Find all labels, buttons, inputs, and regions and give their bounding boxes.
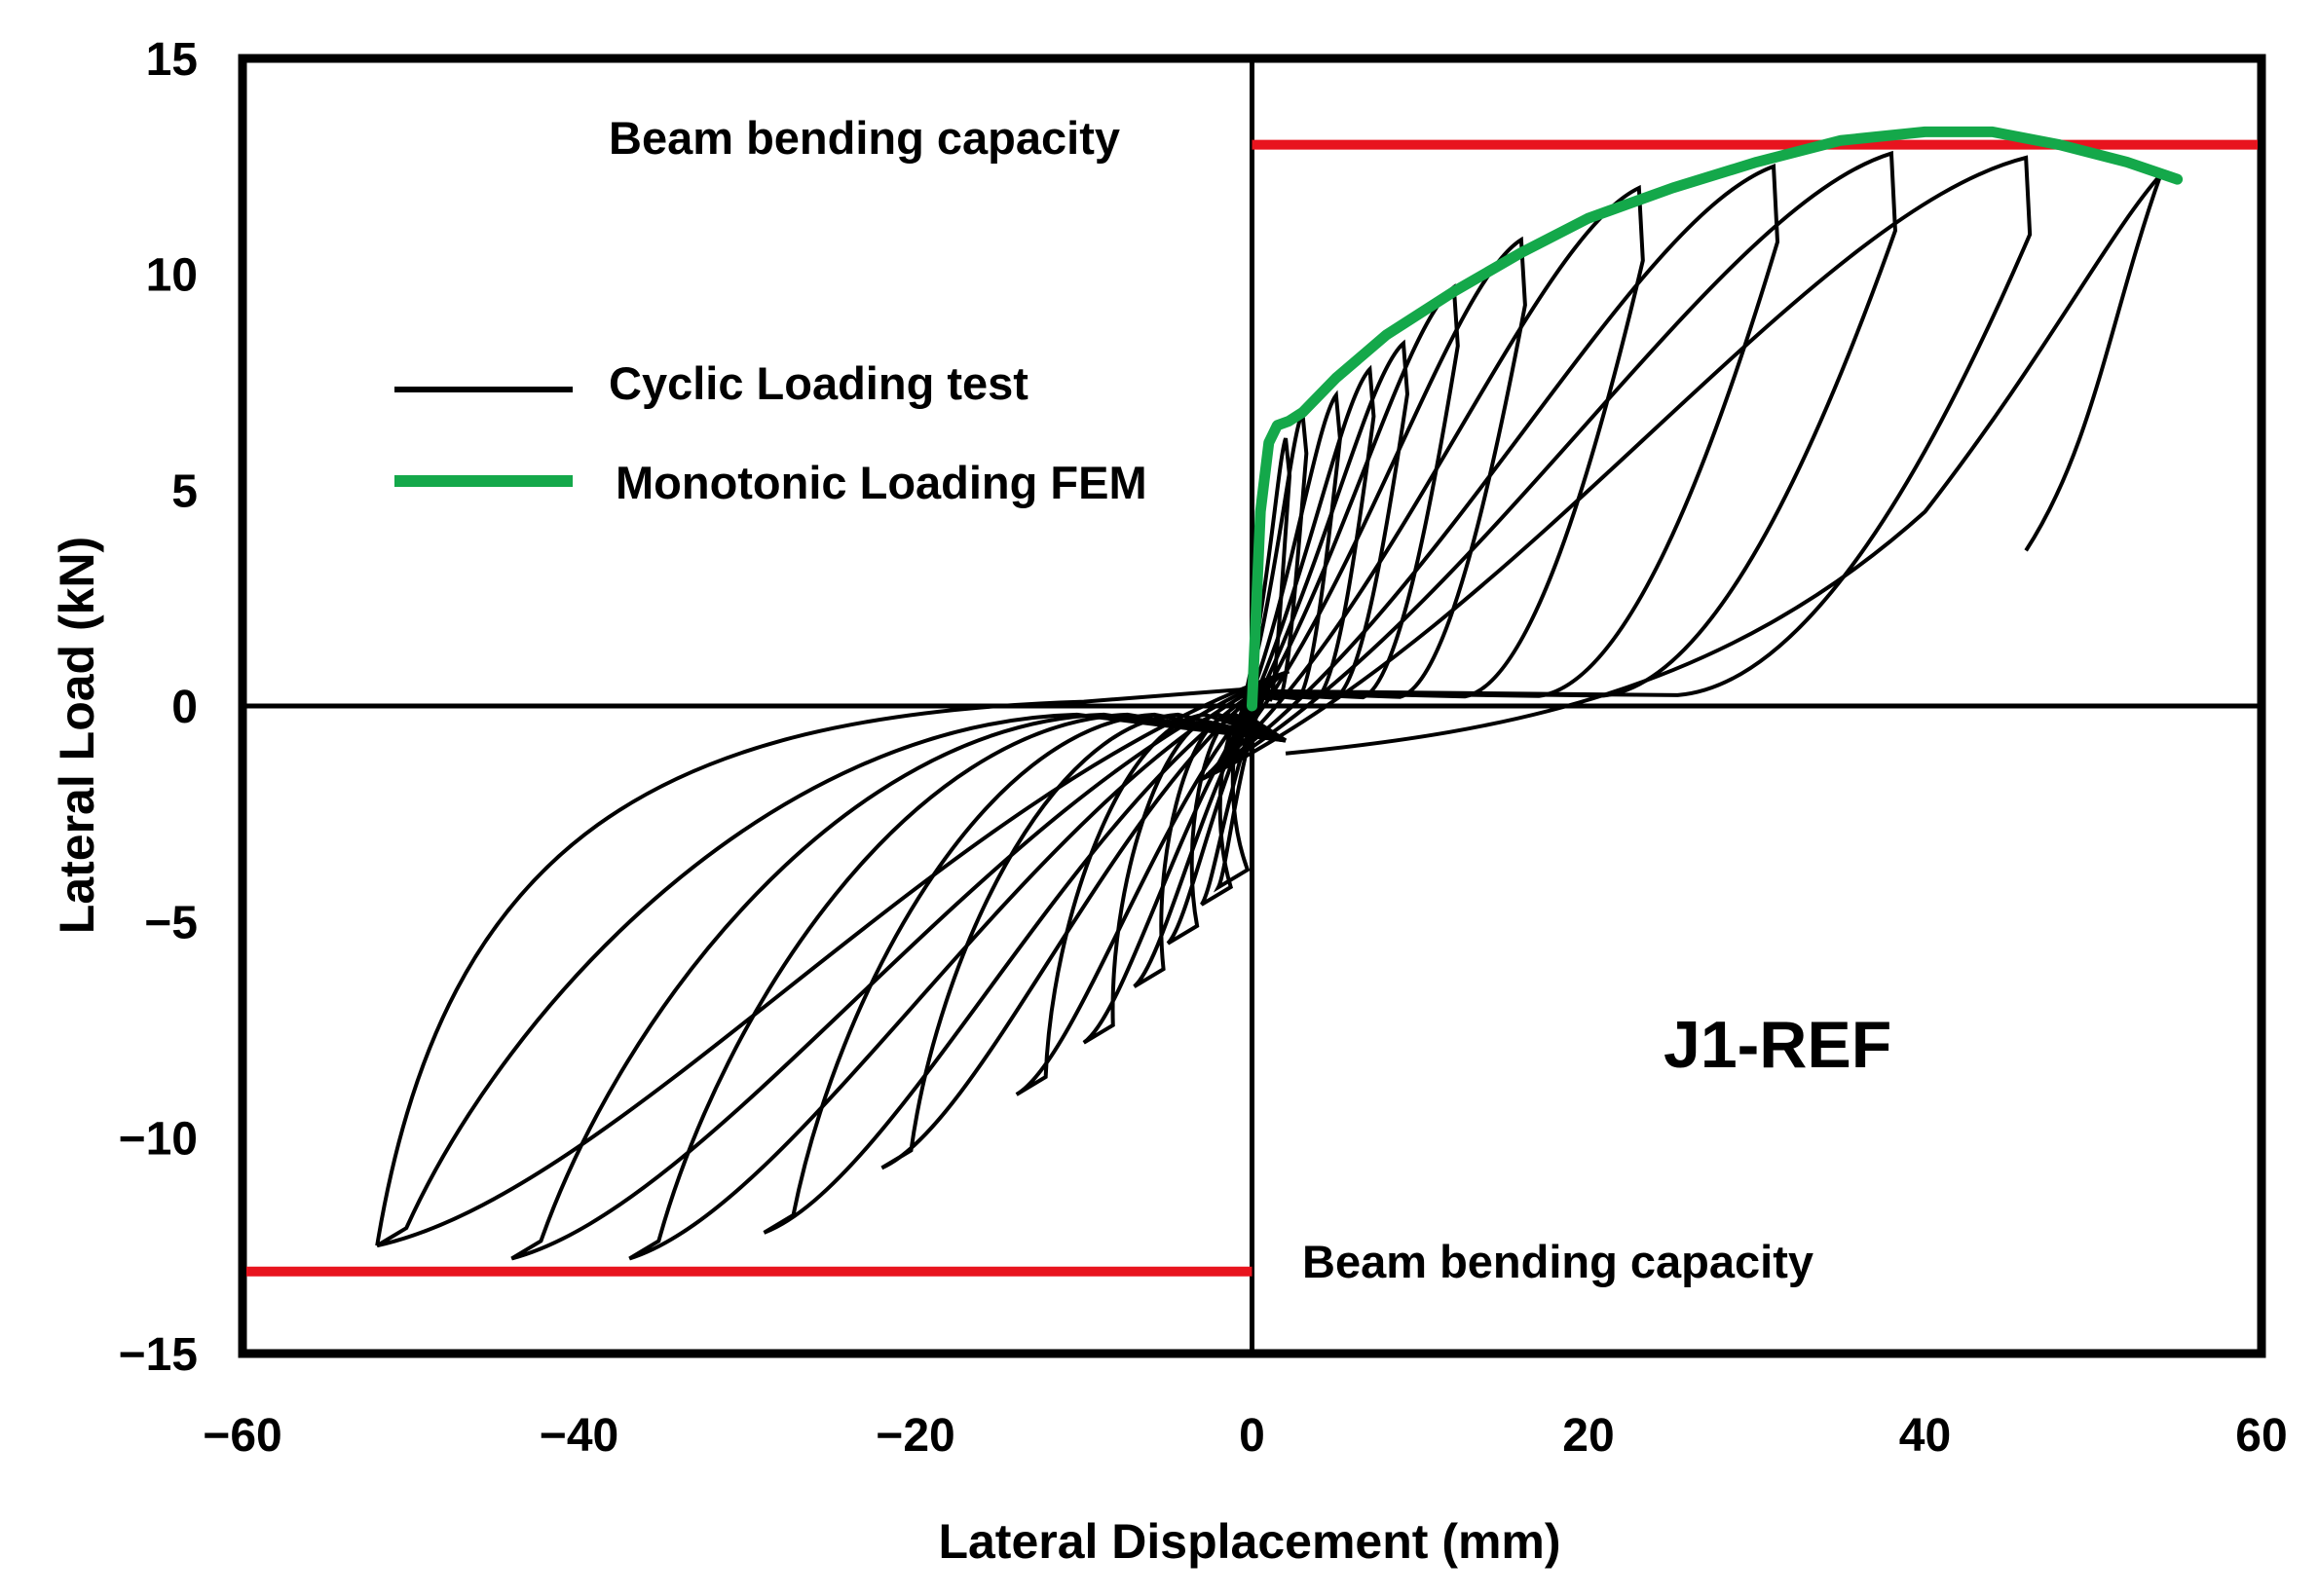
x-tick-label: −40 xyxy=(540,1410,618,1462)
y-tick-label: −10 xyxy=(119,1113,198,1165)
legend-label-cyclic: Cyclic Loading test xyxy=(609,357,1028,409)
cyclic-loops xyxy=(375,150,2163,1261)
cyclic-final-unload xyxy=(2024,174,2163,552)
cyclic-loop-negative xyxy=(763,672,1287,1235)
cyclic-loop-negative xyxy=(1082,675,1287,1045)
capacity-label-top: Beam bending capacity xyxy=(609,112,1120,164)
cyclic-loop-positive xyxy=(1200,155,2033,782)
cyclic-loop-positive xyxy=(1205,164,1780,777)
x-tick-label: 0 xyxy=(1239,1410,1265,1462)
y-tick-labels: −15 −10 −5 0 5 10 15 xyxy=(119,34,198,1381)
legend-label-fem: Monotonic Loading FEM xyxy=(616,457,1147,508)
cyclic-loop-positive xyxy=(1208,184,1645,775)
y-axis-label: Lateral Load (kN) xyxy=(50,537,104,934)
x-tick-label: −20 xyxy=(876,1410,954,1462)
y-tick-label: −5 xyxy=(144,898,198,949)
cyclic-loop-negative xyxy=(628,671,1287,1261)
cyclic-residual-branch-negative xyxy=(375,687,1252,1246)
y-tick-label: 5 xyxy=(171,465,198,517)
x-axis-label: Lateral Displacement (mm) xyxy=(938,1514,1560,1569)
cyclic-loop-negative xyxy=(880,673,1287,1170)
cyclic-residual-branch-positive xyxy=(1285,173,2162,756)
y-tick-label: −15 xyxy=(119,1329,198,1381)
capacity-label-bottom: Beam bending capacity xyxy=(1302,1236,1813,1287)
y-tick-label: 15 xyxy=(146,34,198,86)
series-monotonic-fem-line xyxy=(1247,126,2184,712)
y-tick-label: 10 xyxy=(146,250,198,302)
x-tick-label: 40 xyxy=(1899,1410,1951,1462)
x-tick-label: −60 xyxy=(203,1410,281,1462)
specimen-label: J1-REF xyxy=(1664,1008,1891,1082)
cyclic-loop-positive xyxy=(1210,236,1527,772)
plot-area xyxy=(238,54,2266,1358)
cyclic-loop-positive xyxy=(1217,364,1376,765)
cyclic-loop-negative xyxy=(1015,674,1287,1096)
x-tick-label: 20 xyxy=(1562,1410,1614,1462)
cyclic-loop-positive xyxy=(1215,339,1409,768)
x-tick-labels: −60 −40 −20 0 20 40 60 xyxy=(203,1410,2287,1462)
legend: Cyclic Loading test Monotonic Loading FE… xyxy=(394,357,1147,508)
cyclic-loop-positive xyxy=(1219,390,1342,763)
cyclic-loop-positive xyxy=(1203,150,1897,779)
y-tick-label: 0 xyxy=(171,682,198,733)
cyclic-loop-negative xyxy=(510,670,1289,1261)
x-tick-label: 60 xyxy=(2235,1410,2287,1462)
